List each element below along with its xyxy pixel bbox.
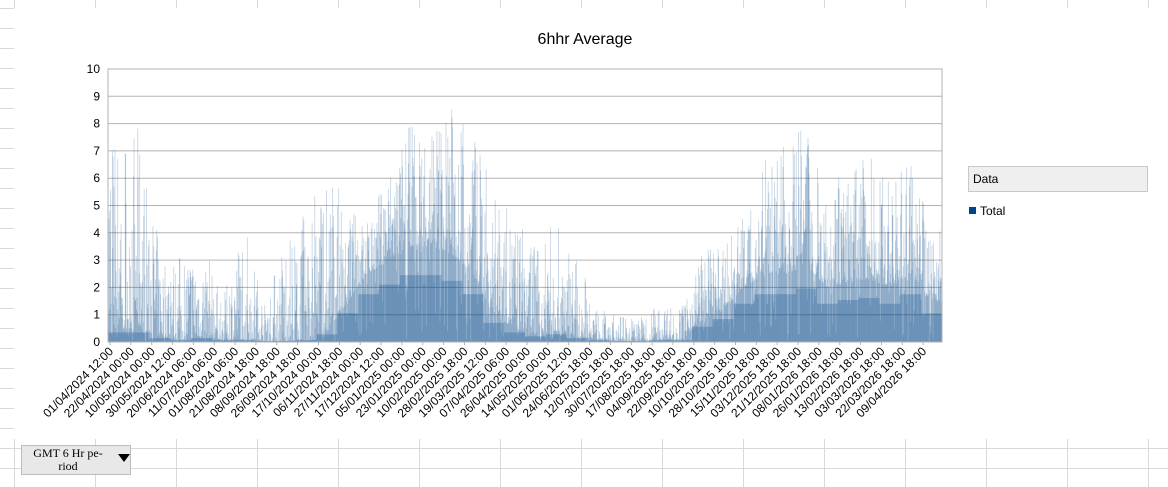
y-tick-label: 10 <box>87 62 101 76</box>
series-base-band <box>921 313 942 342</box>
chart-area: 6hhr Average 0 1 2 3 4 5 6 7 8 9 10 01/04/2024 12:0… <box>14 8 1168 439</box>
legend-swatch-total <box>969 207 976 214</box>
y-tick-label: 1 <box>93 308 100 322</box>
pivot-field-label: GMT 6 Hr pe-riod <box>33 446 103 473</box>
y-tick-label: 5 <box>93 199 100 213</box>
series-base-band <box>566 338 588 342</box>
series-base-band <box>212 340 234 342</box>
series-base-band <box>525 336 546 342</box>
series-layer <box>107 109 943 342</box>
series-base-band <box>900 294 922 342</box>
series-base-band <box>358 294 380 342</box>
series-base-band <box>316 334 338 342</box>
y-tick-label: 2 <box>93 280 100 294</box>
series-base-band <box>816 303 838 342</box>
series-base-band <box>128 332 150 342</box>
series-base-band <box>837 299 859 342</box>
series-base-band <box>587 340 609 342</box>
series-base-band <box>462 294 484 342</box>
series-base-band <box>108 332 129 342</box>
series-base-band <box>191 338 213 342</box>
series-base-band <box>441 280 463 342</box>
series-base-band <box>545 334 567 342</box>
series-base-band <box>399 275 421 342</box>
series-base-band <box>483 322 505 342</box>
y-tick-label: 0 <box>93 335 100 349</box>
pivot-field-button[interactable]: GMT 6 Hr pe-riod <box>21 445 131 475</box>
series-base-band <box>170 340 192 342</box>
y-tick-label: 9 <box>93 89 100 103</box>
dropdown-arrow-icon[interactable] <box>118 454 130 462</box>
y-tick-label: 6 <box>93 171 100 185</box>
y-tick-label: 7 <box>93 144 100 158</box>
series-base-band <box>879 303 901 342</box>
y-tick-label: 4 <box>93 226 100 240</box>
series-base-band <box>754 294 776 342</box>
series-base-band <box>796 288 817 342</box>
series-base-band <box>420 275 442 342</box>
y-tick-label: 8 <box>93 117 100 131</box>
series-base-band <box>775 294 797 342</box>
series-base-band <box>149 338 171 342</box>
chart-title: 6hhr Average <box>538 31 633 48</box>
legend-label-total: Total <box>980 204 1006 218</box>
y-tick-label: 3 <box>93 253 100 267</box>
series-base-band <box>670 340 692 342</box>
series-base-band <box>712 319 734 342</box>
series-base-band <box>295 340 317 342</box>
series-base-band <box>650 340 671 342</box>
series-base-band <box>858 298 880 342</box>
legend-entry-total: Total <box>969 203 1005 219</box>
series-base-band <box>504 332 525 342</box>
series-base-band <box>691 326 713 342</box>
legend-title: Data <box>968 166 1148 192</box>
series-base-band <box>733 303 755 342</box>
series-base-band <box>233 340 254 342</box>
series-base-band <box>379 284 400 342</box>
series-base-band <box>337 313 359 342</box>
